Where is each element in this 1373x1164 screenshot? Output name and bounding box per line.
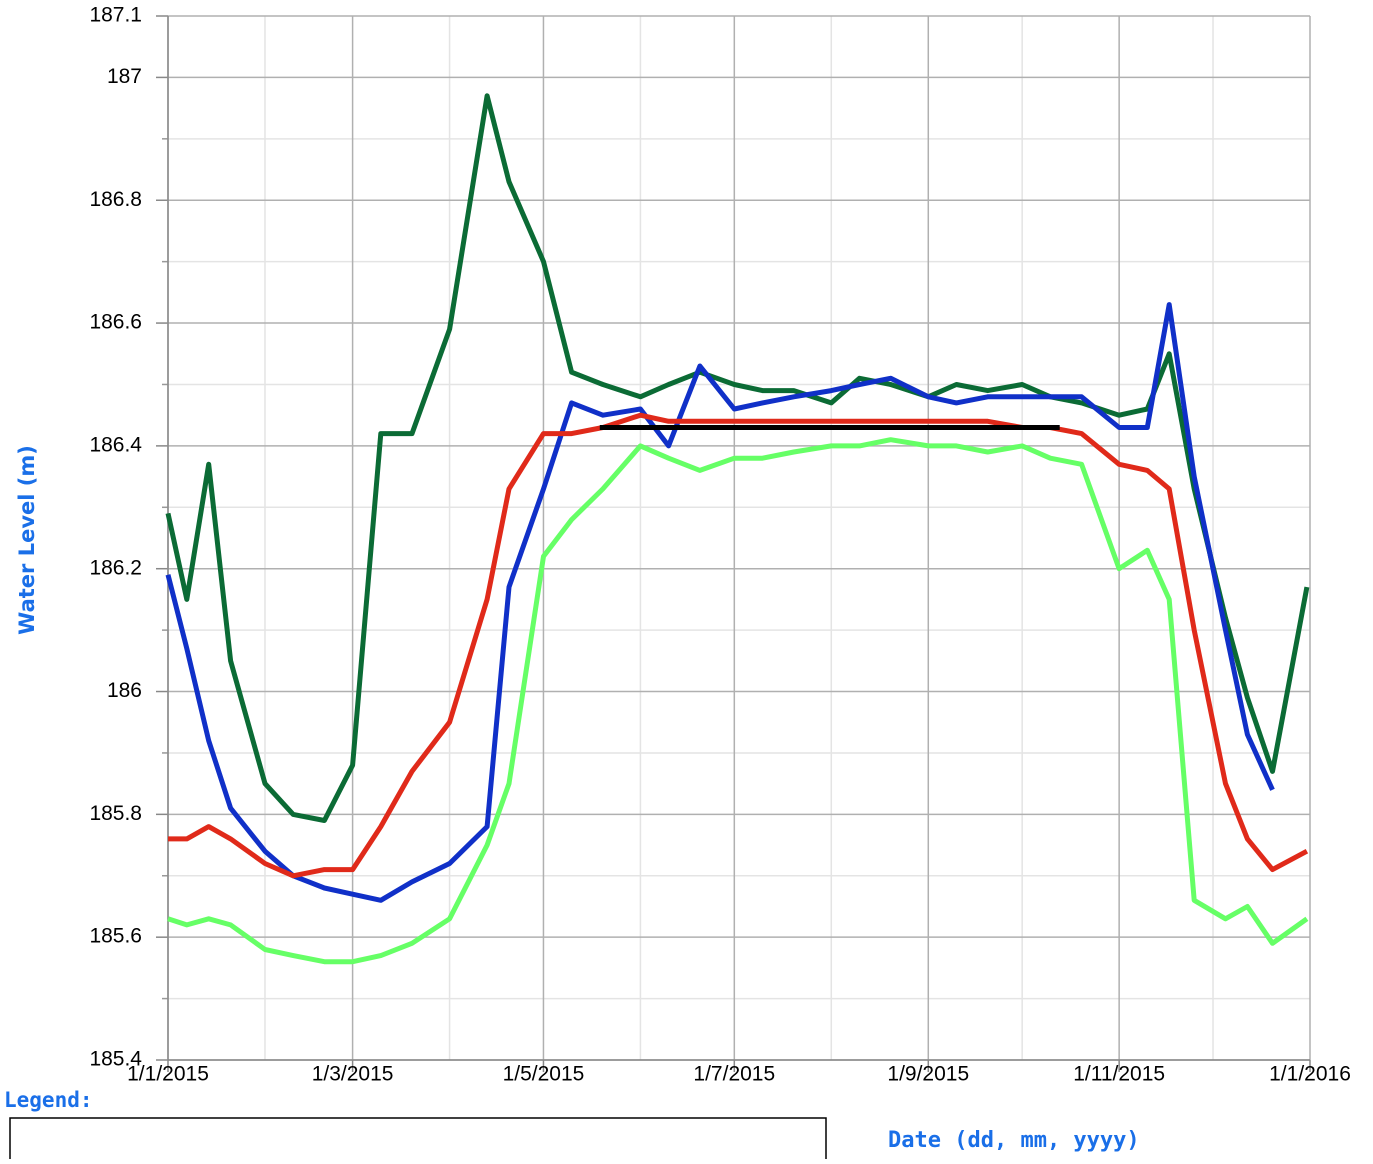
series-line — [165, 93, 1310, 823]
x-tick-label: 1/11/2015 — [1073, 1063, 1165, 1086]
y-axis-label: Water Level (m) — [15, 445, 39, 635]
x-tick-label: 1/1/2016 — [1269, 1063, 1351, 1086]
legend-box — [9, 1117, 827, 1164]
x-tick-label: 1/3/2015 — [312, 1063, 394, 1086]
series-line — [168, 412, 1309, 879]
y-tick-label: 185.4 — [89, 1048, 142, 1071]
y-tick-label: 186.2 — [89, 556, 142, 579]
y-tick-label: 186.6 — [89, 311, 142, 334]
x-tick-label: 1/7/2015 — [693, 1063, 775, 1086]
y-tick-label: 185.6 — [89, 925, 142, 948]
legend-heading: Legend: — [4, 1088, 93, 1112]
y-tick-label: 186.4 — [89, 433, 142, 456]
x-tick-label: 1/1/2015 — [127, 1063, 209, 1086]
x-tick-label: 1/5/2015 — [503, 1063, 585, 1086]
y-tick-label: 186.8 — [89, 188, 142, 211]
x-tick-label: 1/9/2015 — [887, 1063, 969, 1086]
y-tick-label: 187 — [107, 65, 142, 88]
y-tick-label: 185.8 — [89, 802, 142, 825]
series-line — [165, 302, 1275, 903]
y-tick-label: 186 — [107, 679, 142, 702]
series-line — [167, 437, 1309, 965]
y-tick-label: 187.1 — [89, 4, 142, 27]
x-axis-label: Date (dd, mm, yyyy) — [888, 1128, 1140, 1153]
